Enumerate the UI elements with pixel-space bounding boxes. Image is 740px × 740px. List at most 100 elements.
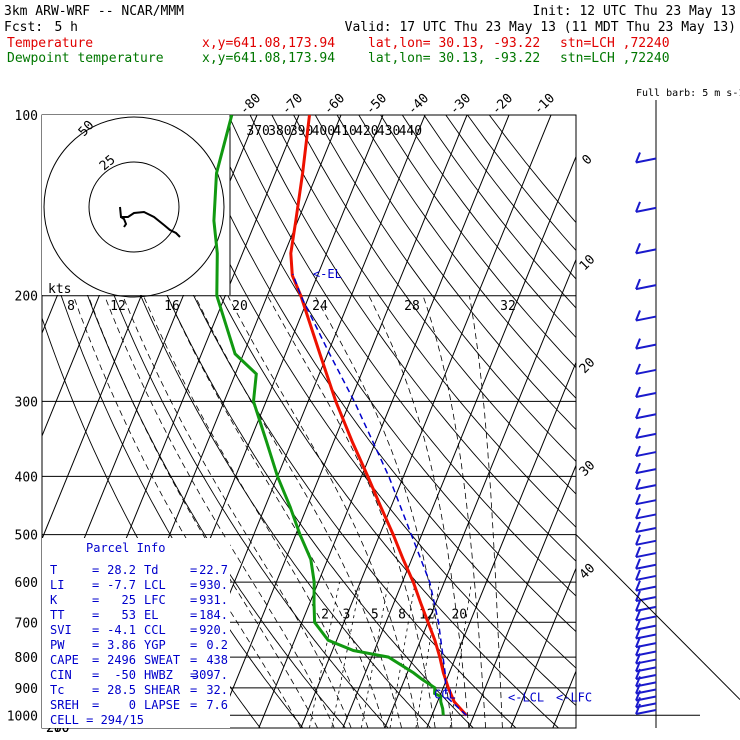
theta-label: 440 <box>399 124 422 139</box>
parcel-info-value: 3097. <box>192 668 228 682</box>
wind-barb-flag <box>635 427 641 439</box>
pressure-labels: 100 200 300 400 500 600 700 800 900 1000 <box>7 109 38 724</box>
parcel-info-key: LI <box>50 578 64 592</box>
ccl-marker: CCL <box>434 688 456 702</box>
level-markers: <-EL CCL <-LCL <-LFC <box>313 267 592 705</box>
mixing-ratio-label: 3 <box>343 607 351 622</box>
hodograph-speed-label: 20 <box>232 299 248 314</box>
pressure-label: 100 <box>15 109 38 124</box>
hodograph-speed-label: 8 <box>67 299 75 314</box>
isotherm-label: 30 <box>577 458 599 480</box>
temperature-legend: Temperature <box>7 36 93 51</box>
dewpoint-stn: stn=LCH ,72240 <box>560 51 670 66</box>
hodograph-speed-label: 32 <box>500 299 516 314</box>
wind-barb-flag <box>635 645 641 656</box>
moist-adiabat <box>227 295 419 728</box>
parcel-info-value: 22.7 <box>199 563 228 577</box>
mixing-ratio-lines <box>309 582 472 728</box>
dry-adiabat <box>249 115 576 562</box>
wind-barb <box>635 585 657 592</box>
parcel-info-eq: = <box>92 638 99 652</box>
parcel-info-value: 438 <box>206 653 228 667</box>
hodograph-trace <box>119 206 181 238</box>
wind-barb-flag <box>635 675 641 687</box>
parcel-info-key: LAPSE <box>144 698 180 712</box>
pressure-label: 200 <box>15 290 38 305</box>
wind-barb-flag <box>635 703 641 715</box>
moist-adiabat <box>166 295 386 728</box>
parcel-info-key: CCL <box>144 623 166 637</box>
parcel-info-key: SVI <box>50 623 72 637</box>
wind-barb <box>635 563 657 570</box>
wind-barb <box>635 413 657 420</box>
dry-adiabat <box>314 115 576 463</box>
theta-label: 420 <box>355 124 378 139</box>
wind-barb-flag <box>635 661 641 672</box>
model-title: 3km ARW-WRF -- NCAR/MMM <box>4 4 184 19</box>
init-time: Init: 12 UTC Thu 23 May 13 <box>533 4 737 19</box>
parcel-info-value: 7.6 <box>206 698 228 712</box>
wind-barb-flag <box>635 534 641 546</box>
parcel-info-value: 28.2 <box>107 563 136 577</box>
parcel-info-eq: = <box>92 593 99 607</box>
isotherm-label: -10 <box>531 91 558 118</box>
wind-barb-flag <box>635 590 641 602</box>
parcel-info-value: 2496 <box>107 653 136 667</box>
dewpoint-latlon: lat,lon= 30.13, -93.22 <box>368 51 540 66</box>
dry-adiabat <box>467 115 576 252</box>
wind-barb-flag <box>635 478 641 490</box>
parcel-info-value: 25 <box>122 593 136 607</box>
wind-barb-flag <box>635 152 641 163</box>
wind-barb-flag <box>635 683 641 694</box>
hodograph-speed-label: 12 <box>110 299 126 314</box>
pressure-label: 600 <box>15 576 38 591</box>
wind-barb-flag <box>635 580 641 592</box>
side-boundary <box>575 534 740 700</box>
isotherm-line <box>384 258 576 728</box>
parcel-info-key: YGP <box>144 638 166 652</box>
dry-adiabat <box>271 115 576 528</box>
wind-barb-flag <box>635 569 641 581</box>
series-dewpoint-temperature <box>212 115 445 716</box>
isotherm-label: -70 <box>279 91 306 118</box>
isotherm-label: 20 <box>577 355 599 377</box>
barb-legend: Full barb: 5 m s-1 <box>636 88 740 99</box>
parcel-info-eq: = <box>92 653 99 667</box>
isotherm-line <box>258 115 510 728</box>
dry-adiabat <box>119 115 517 728</box>
mixing-ratio-label: 20 <box>451 607 467 622</box>
parcel-info-title: Parcel Info <box>86 541 165 555</box>
parcel-info-eq: = <box>190 593 197 607</box>
wind-barb-flag <box>635 521 641 533</box>
parcel-info-value: 184. <box>199 608 228 622</box>
parcel-info-key: CAPE <box>50 653 79 667</box>
wind-barb-flag <box>635 338 641 349</box>
parcel-info-eq: = <box>92 608 99 622</box>
parcel-info-key: EL <box>144 608 158 622</box>
wind-barb <box>635 432 657 439</box>
parcel-info-key: SHEAR <box>144 683 181 697</box>
dry-adiabat <box>401 115 576 339</box>
parcel-info-cell: CELL = 294/15 <box>50 713 144 727</box>
pressure-label: 700 <box>15 616 38 631</box>
parcel-info-key: TT <box>50 608 64 622</box>
moist-adiabat <box>314 295 453 728</box>
wind-barb-flag <box>635 462 641 474</box>
parcel-info-value: -50 <box>114 668 136 682</box>
parcel-info-key: SWEAT <box>144 653 180 667</box>
parcel-info-eq: = <box>190 653 197 667</box>
wind-barb <box>635 552 657 559</box>
wind-barb-flag <box>635 668 641 680</box>
wind-barb-flag <box>635 610 641 621</box>
wind-barb <box>635 284 657 291</box>
temperature-xy: x,y=641.08,173.94 <box>202 36 335 51</box>
parcel-info-eq: = <box>92 578 99 592</box>
wind-barb <box>635 248 657 255</box>
parcel-info-value: -4.1 <box>107 623 136 637</box>
isotherm-label: -80 <box>237 91 264 118</box>
dry-adiabat <box>206 115 576 633</box>
parcel-info-value: 0.2 <box>206 638 228 652</box>
temperature-stn: stn=LCH ,72240 <box>560 36 670 51</box>
